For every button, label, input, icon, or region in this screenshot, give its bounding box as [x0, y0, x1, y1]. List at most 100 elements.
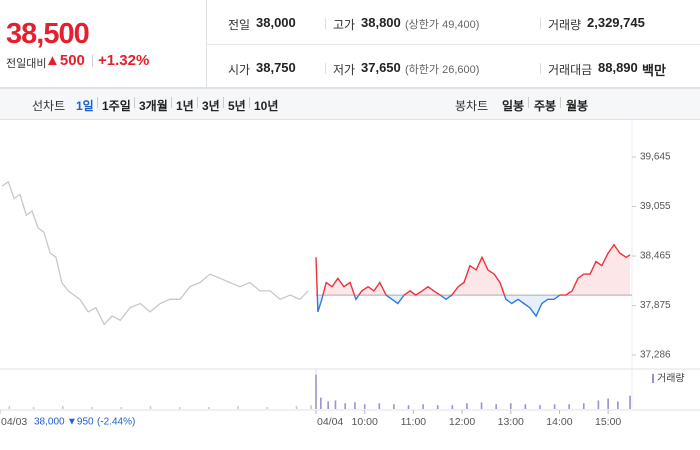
tab-group-label: 봉차트	[455, 99, 489, 113]
volume-bar	[480, 402, 483, 409]
current-price: 38,500	[6, 18, 90, 50]
tab[interactable]: 1일	[76, 99, 94, 113]
volume-bar	[568, 404, 570, 409]
volume-bar	[62, 406, 64, 409]
tab-group-label: 선차트	[32, 99, 66, 113]
price-line	[1, 180, 309, 326]
volume-bar	[120, 407, 123, 409]
x-tick-label: 11:00	[401, 416, 427, 428]
change: ▲500	[45, 52, 85, 69]
x-tick-label: 15:00	[595, 416, 621, 428]
volume-bar	[363, 404, 366, 409]
volume-bar	[91, 407, 93, 409]
tab-separator	[171, 97, 172, 108]
volume-legend: 거래량	[657, 373, 685, 385]
volume-bar	[393, 404, 395, 409]
stat-value: 37,650	[361, 60, 401, 75]
volume-bar	[524, 404, 527, 409]
rate: +1.32%	[98, 52, 150, 69]
tab-separator	[223, 97, 224, 108]
volume-bar	[327, 401, 329, 409]
tab[interactable]: 3개월	[139, 99, 168, 113]
stat-note: (상한가 49,400)	[405, 19, 480, 31]
stat-value: 38,750	[256, 60, 296, 75]
volume-bar	[582, 403, 585, 409]
volume-bar	[208, 407, 210, 409]
x-tick-label: 13:00	[498, 416, 524, 428]
tab[interactable]: 월봉	[566, 99, 589, 113]
stat-value: 2,329,745	[587, 15, 645, 30]
chart: 거래량 38,000 ▼950 (-2.44%) 37,286 37,875 38,…	[0, 119, 700, 428]
stat-label: 거래량	[548, 18, 582, 32]
volume-bar	[422, 404, 424, 409]
y-tick-label: 39,645	[640, 152, 671, 163]
x-tick-label: 04/04	[317, 416, 343, 428]
volume-bar	[607, 398, 609, 409]
area-up	[316, 244, 631, 296]
divider	[540, 18, 541, 29]
volume-bar	[310, 405, 312, 409]
tab-bar: 선차트 1일 1주일 3개월 1년 3년 5년 10년 봉차트 일봉 주봉 월봉	[0, 88, 700, 120]
price-box: 38,500 전일대비 ▲500 +1.32%	[0, 0, 207, 87]
prev-rate: (-2.44%)	[97, 417, 135, 428]
volume-bar	[178, 407, 181, 409]
volume-bar	[597, 400, 600, 409]
stat-label: 저가	[333, 63, 356, 77]
volume-bar	[629, 395, 631, 409]
tab-separator	[249, 97, 250, 108]
tab[interactable]: 1년	[176, 99, 194, 113]
y-tick-label: 37,875	[640, 300, 671, 311]
volume-bar	[315, 374, 317, 409]
area-down	[317, 295, 566, 317]
x-tick-label: 04/03	[1, 416, 27, 428]
y-tick-label: 38,465	[640, 251, 671, 262]
volume-bar	[237, 406, 239, 409]
tab[interactable]: 일봉	[502, 99, 525, 113]
volume-bar	[354, 402, 356, 409]
stat-label: 전일	[228, 18, 251, 32]
volume-bar	[509, 403, 512, 409]
volume-bar	[407, 405, 410, 409]
tab[interactable]: 3년	[202, 99, 220, 113]
prev-change: ▼950	[67, 417, 94, 428]
volume-legend-swatch	[652, 374, 654, 383]
volume-bar	[320, 397, 322, 409]
volume-bar	[553, 404, 556, 409]
volume-bar	[32, 407, 35, 409]
x-tick-label: 12:00	[449, 416, 475, 428]
volume-bar	[334, 400, 337, 409]
prev-close: 38,000	[34, 417, 65, 428]
x-tick-label: 14:00	[546, 416, 572, 428]
change-label: 전일대비	[6, 58, 47, 70]
price-line	[315, 243, 631, 296]
tab-separator	[560, 97, 561, 108]
volume-bar	[539, 405, 541, 409]
volume-bar	[451, 405, 454, 409]
stat-label: 시가	[228, 63, 251, 77]
volume-bar	[378, 403, 381, 409]
stat-note: (하한가 26,600)	[405, 64, 480, 76]
volume-bar	[149, 406, 152, 409]
tab-separator	[528, 97, 529, 108]
tab[interactable]: 5년	[228, 99, 246, 113]
header-border	[0, 87, 700, 88]
tab-separator	[197, 97, 198, 108]
volume-bar	[8, 406, 11, 409]
volume-bar	[295, 406, 298, 409]
divider	[325, 63, 326, 74]
tab[interactable]: 1주일	[102, 99, 131, 113]
divider	[92, 55, 93, 67]
stat-value: 38,800	[361, 15, 401, 30]
stat-value: 38,000	[256, 15, 296, 30]
row-divider	[207, 44, 700, 45]
volume-bar	[266, 407, 269, 409]
y-tick-label: 37,286	[640, 350, 671, 361]
volume-bar	[617, 401, 619, 409]
tab[interactable]: 주봉	[534, 99, 557, 113]
tab[interactable]: 10년	[254, 99, 279, 113]
y-tick-label: 39,055	[640, 201, 671, 212]
volume-bar	[495, 404, 497, 409]
volume-bar	[436, 405, 439, 409]
stat-label: 고가	[333, 18, 356, 32]
